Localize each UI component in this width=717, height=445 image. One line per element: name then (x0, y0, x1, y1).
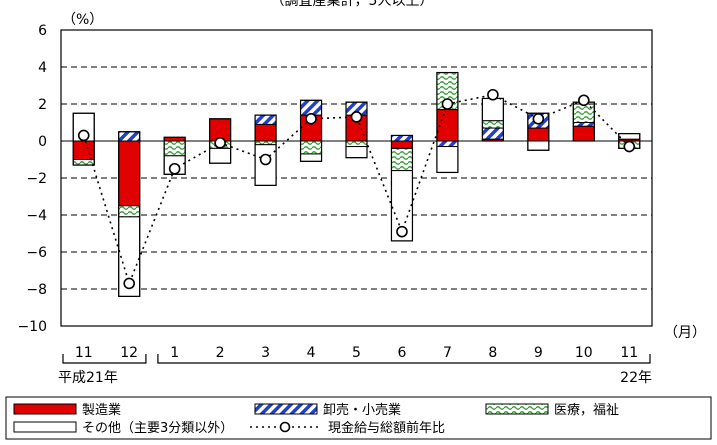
line-point (532, 113, 545, 125)
bar-outline (345, 101, 368, 159)
line-point (77, 129, 90, 142)
bar-segment-1 (390, 140, 413, 149)
y-tick-label: −10 (17, 319, 47, 335)
y-tick-label: −4 (26, 208, 47, 224)
bar-segment-2 (254, 114, 277, 125)
x-axis-unit: （月） (664, 325, 706, 341)
bar-segment-4 (481, 97, 504, 122)
line-point (350, 111, 363, 123)
grid (61, 66, 652, 290)
bar-segment-1 (118, 140, 141, 207)
legend-box (5, 396, 712, 440)
x-tick-label: 1 (170, 345, 179, 361)
x-tick-label: 6 (398, 345, 407, 361)
bar-segment-2 (300, 99, 323, 116)
bar-segment-4 (300, 153, 323, 162)
bar-segment-2 (572, 122, 595, 127)
x-tick-label: 4 (307, 345, 316, 361)
bar-segment-3 (481, 120, 504, 129)
line-point (487, 88, 499, 101)
x-tick-label: 12 (120, 345, 138, 361)
bar-outline (390, 134, 414, 242)
y-tick-label: 2 (38, 97, 47, 113)
year-bracket (62, 354, 147, 364)
bar-segment-2 (481, 127, 504, 140)
legend-label: 製造業 (82, 402, 121, 418)
line-point (123, 277, 135, 290)
bar-segment-2 (436, 140, 459, 148)
year-bracket (157, 354, 651, 364)
year-label: 平成21年 (58, 370, 118, 386)
legend-label: 医療，福祉 (554, 403, 619, 418)
y-tick-label: −6 (26, 245, 47, 261)
x-tick-label: 10 (575, 345, 593, 361)
y-tick-label: −8 (26, 282, 47, 298)
line-point (578, 94, 590, 107)
line-point (396, 225, 408, 238)
bar-outline (254, 114, 277, 187)
x-tick-label: 3 (261, 345, 270, 361)
y-tick-label: 4 (38, 60, 47, 76)
line-series (77, 88, 636, 290)
y-tick-label: −2 (26, 171, 47, 187)
line-point (259, 153, 272, 166)
bar-segment-1 (72, 140, 95, 160)
bar-segment-3 (300, 140, 323, 155)
bar-segment-3 (254, 140, 277, 146)
bar-segment-4 (527, 140, 550, 151)
line-point (441, 98, 454, 110)
legend-swatch (485, 403, 549, 415)
bar-outline (299, 99, 323, 162)
line-point (305, 113, 317, 125)
bar-segment-4 (209, 147, 232, 164)
bar-outline (118, 131, 141, 297)
bar-outline (209, 118, 232, 164)
plot-frame (60, 29, 653, 327)
bar-segment-4 (618, 133, 641, 140)
x-tick-label: 2 (216, 345, 225, 361)
y-tick-label: 0 (38, 134, 47, 150)
x-tick-label: 9 (534, 345, 543, 361)
bar-segment-2 (390, 134, 413, 142)
bar-segment-4 (345, 146, 368, 159)
x-tick-label: 5 (352, 345, 361, 361)
legend-swatch (254, 403, 318, 415)
x-tick-label: 11 (75, 345, 93, 361)
legend-label: その他（主要3分類以外） (82, 421, 233, 436)
line-point (623, 140, 636, 153)
x-tick-label: 8 (488, 345, 497, 361)
bar-segment-1 (572, 125, 595, 142)
bar-outline (436, 71, 459, 174)
bar-segment-3 (345, 140, 368, 148)
bar-segment-1 (254, 123, 277, 142)
line-point (168, 162, 181, 175)
x-tick-label: 7 (443, 345, 452, 361)
bar-outline (72, 112, 95, 166)
bar-segment-1 (527, 127, 550, 142)
legend-label: 現金給与総額前年比 (328, 420, 445, 436)
chart-subtitle: （調査産業計，5人以上） (271, 0, 434, 9)
legend-line-marker (279, 421, 291, 433)
line-point (214, 137, 226, 149)
legend-label: 卸売・小売業 (323, 402, 401, 418)
legend-swatch (13, 403, 77, 415)
bar-segment-4 (436, 146, 459, 173)
bar-segment-3 (118, 205, 141, 218)
legend-swatch (13, 421, 77, 433)
x-tick-label: 11 (620, 345, 638, 361)
bars (72, 71, 641, 297)
y-axis-unit: （%） (62, 12, 103, 28)
bar-segment-2 (118, 131, 141, 142)
year-label: 22年 (620, 370, 652, 386)
bar-segment-3 (163, 140, 186, 157)
bar-segment-3 (390, 147, 413, 172)
y-tick-label: 6 (38, 23, 47, 39)
